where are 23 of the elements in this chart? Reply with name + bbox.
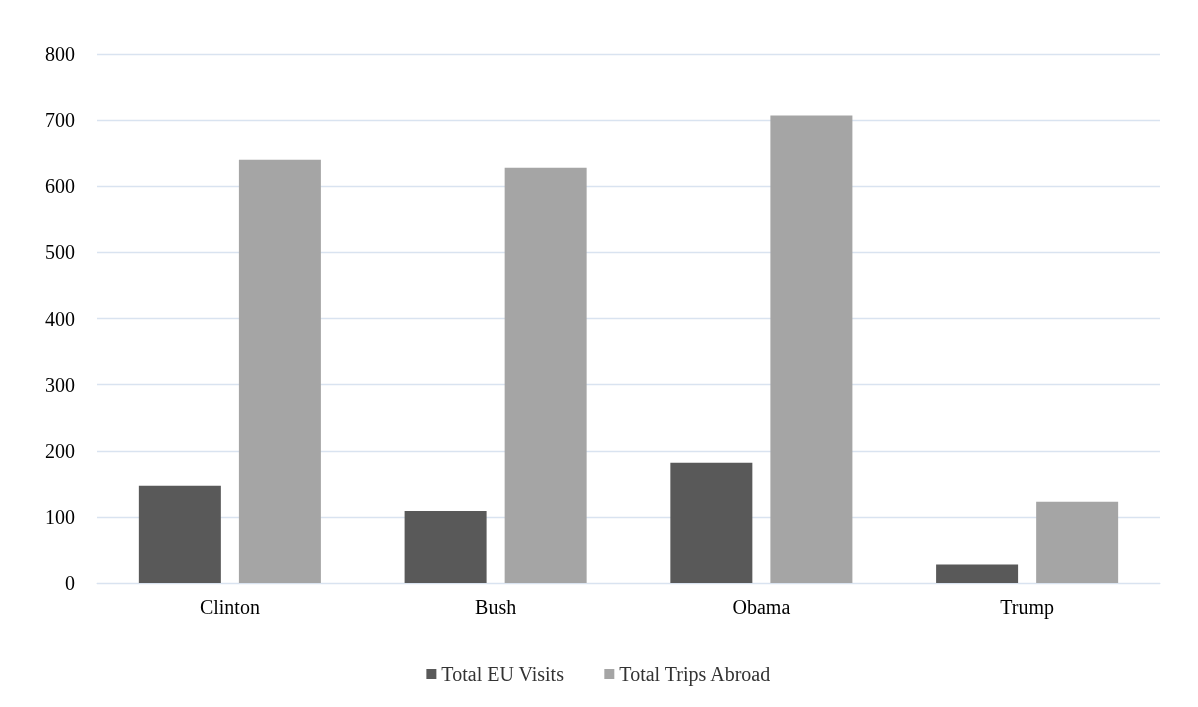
y-tick-label: 500 — [45, 241, 75, 264]
x-tick-label: Obama — [732, 596, 791, 618]
legend-label: Total EU Visits — [441, 663, 565, 685]
y-tick-label: 600 — [45, 175, 75, 198]
bar — [138, 485, 221, 583]
y-tick-label: 0 — [65, 572, 75, 594]
bar — [504, 167, 587, 583]
y-tick-label: 700 — [45, 109, 75, 132]
bar — [936, 564, 1019, 583]
x-tick-label: Trump — [1000, 596, 1054, 619]
y-tick-label: 100 — [45, 505, 75, 528]
bar — [770, 115, 853, 583]
x-tick-label: Clinton — [199, 596, 260, 618]
bar — [238, 159, 321, 583]
bar — [1036, 501, 1119, 583]
legend-label: Total Trips Abroad — [619, 663, 771, 686]
y-tick-label: 300 — [45, 373, 75, 396]
y-tick-label: 400 — [45, 307, 75, 330]
y-tick-label: 200 — [45, 439, 75, 462]
bar — [670, 462, 753, 583]
x-tick-label: Bush — [475, 596, 517, 618]
y-tick-label: 800 — [45, 43, 75, 65]
bar — [404, 510, 487, 583]
